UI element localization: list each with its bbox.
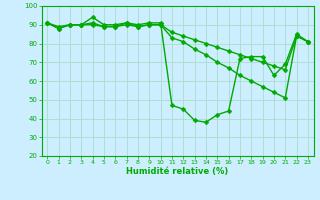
X-axis label: Humidité relative (%): Humidité relative (%) <box>126 167 229 176</box>
